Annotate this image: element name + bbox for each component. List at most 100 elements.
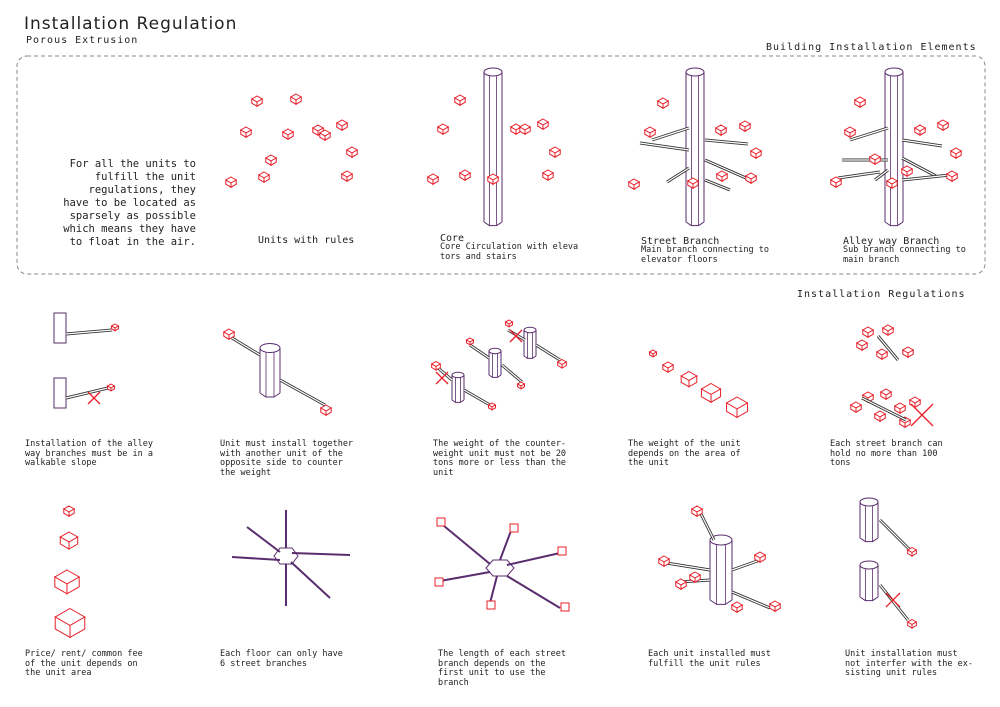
unit-side xyxy=(245,129,252,139)
unit-side xyxy=(891,180,898,190)
unit-side xyxy=(750,175,757,185)
rule-caption-2: Unit must install together with another … xyxy=(220,439,354,478)
rule-caption-3: The weight of the counter- weight unit m… xyxy=(433,439,567,478)
branch-inner xyxy=(651,127,690,141)
cross-mark xyxy=(435,371,449,385)
unit-side xyxy=(228,331,235,341)
core-bottom xyxy=(709,599,733,605)
unit-side xyxy=(887,327,894,337)
rule-caption-5: Each street branch can hold no more than… xyxy=(830,439,943,468)
cross-mark xyxy=(885,592,901,608)
core-top xyxy=(451,371,465,379)
unit-side xyxy=(469,339,474,346)
unit-side xyxy=(919,127,926,137)
rule-caption-7: Each floor can only have 6 street branch… xyxy=(220,649,343,669)
unit-side xyxy=(230,179,237,189)
unit-side xyxy=(881,351,888,361)
element-desc-alley-branch: Sub branch connecting to main branch xyxy=(843,245,966,265)
unit-side xyxy=(867,329,874,339)
unit-side xyxy=(68,536,79,550)
unit-side xyxy=(855,404,862,414)
rule-caption-8: The length of each street branch depends… xyxy=(438,649,566,688)
branch-inner xyxy=(436,366,453,381)
unit-side xyxy=(736,604,743,614)
unit-side xyxy=(942,122,949,132)
element-label-core: Core xyxy=(440,233,465,244)
unit-side xyxy=(759,554,766,564)
unit-side xyxy=(520,383,525,390)
rule-caption-1: Installation of the alley way branches m… xyxy=(25,439,153,468)
branch-inner xyxy=(666,167,690,183)
unit-side xyxy=(955,150,962,160)
core-bottom xyxy=(488,374,502,378)
unit-side xyxy=(911,549,917,557)
core-top xyxy=(488,347,502,355)
elements-heading: Building Installation Elements xyxy=(766,42,977,53)
unit-plan xyxy=(436,517,446,527)
branch-inner xyxy=(535,344,561,361)
branch-inner xyxy=(463,389,491,406)
street-branch-plan xyxy=(290,561,331,599)
rule-caption-6: Price/ rent/ common fee of the unit depe… xyxy=(25,649,143,678)
unit-plan xyxy=(560,602,570,612)
unit-side xyxy=(721,173,728,183)
rule-caption-9: Each unit installed must fulfill the uni… xyxy=(648,649,771,669)
street-branch-plan xyxy=(439,571,491,582)
unit-side xyxy=(652,351,657,358)
unit-side xyxy=(69,616,86,639)
branch-inner xyxy=(849,127,889,141)
core-bottom xyxy=(859,537,879,543)
unit-side xyxy=(287,131,294,141)
unit-side xyxy=(66,576,80,595)
regulations-heading: Installation Regulations xyxy=(797,289,966,300)
unit-side xyxy=(263,174,270,184)
branch-inner xyxy=(837,171,881,179)
element-label-alley-branch: Alley way Branch xyxy=(843,236,940,247)
street-branch-plan xyxy=(506,552,561,566)
core-top xyxy=(523,326,537,334)
unit-side xyxy=(774,603,781,613)
unit-side xyxy=(442,126,449,136)
branch-inner xyxy=(901,139,943,147)
street-branch-plan xyxy=(231,556,281,561)
branch-inner xyxy=(279,379,326,406)
street-branch-plan xyxy=(291,552,351,556)
unit-side xyxy=(270,157,277,167)
unit-side xyxy=(692,180,699,190)
element-desc-core: Core Circulation with eleva tors and sta… xyxy=(440,242,579,262)
unit-side xyxy=(554,149,561,159)
unit-side xyxy=(346,173,353,183)
branch-inner xyxy=(501,364,523,383)
street-branch-plan xyxy=(246,526,281,553)
unit-side xyxy=(696,508,703,518)
unit-side xyxy=(879,413,886,423)
unit-side xyxy=(885,391,892,401)
branch-inner xyxy=(731,591,771,609)
branch-inner xyxy=(877,335,899,361)
branch-inner xyxy=(879,519,911,551)
unit-side xyxy=(351,149,358,159)
core-bottom xyxy=(523,355,537,359)
unit-side xyxy=(325,407,332,417)
core-bottom xyxy=(451,399,465,403)
branch-inner xyxy=(879,584,909,621)
element-label-units: Units with rules xyxy=(258,235,355,246)
unit-side xyxy=(492,176,499,186)
page-title: Installation Regulation xyxy=(24,14,238,34)
unit-side xyxy=(710,388,722,404)
unit-side xyxy=(561,361,567,369)
core-bottom xyxy=(259,392,281,398)
core-top xyxy=(859,497,879,507)
unit-side xyxy=(464,172,471,182)
branch-inner xyxy=(231,337,261,356)
branch-inner xyxy=(874,169,889,181)
unit-side xyxy=(341,122,348,132)
unit-side xyxy=(874,156,881,166)
branch-inner xyxy=(469,344,490,359)
intro-text: For all the units to fulfill the unit re… xyxy=(63,158,196,248)
core-top xyxy=(685,67,705,77)
unit-side xyxy=(649,129,656,139)
unit-side xyxy=(256,98,263,108)
